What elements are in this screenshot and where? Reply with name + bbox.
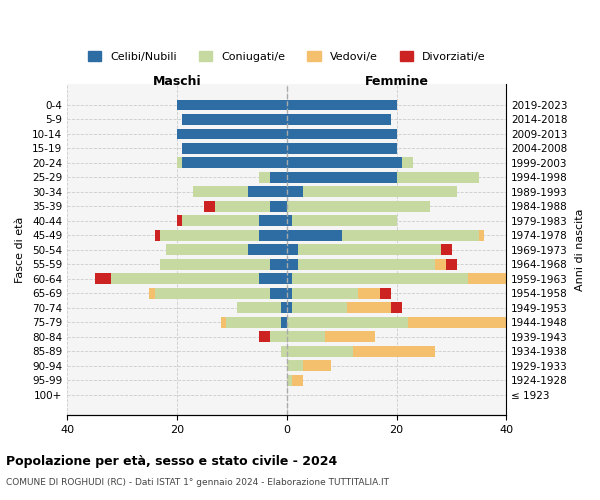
Bar <box>248 244 287 256</box>
Bar <box>402 158 413 168</box>
Bar <box>149 288 155 299</box>
Text: Maschi: Maschi <box>152 74 201 88</box>
Bar <box>325 332 374 342</box>
Bar <box>287 128 397 140</box>
Bar <box>182 216 259 226</box>
Bar <box>292 375 303 386</box>
Bar <box>287 143 397 154</box>
Bar <box>259 216 287 226</box>
Bar <box>182 158 287 168</box>
Bar <box>287 288 292 299</box>
Bar <box>177 100 287 110</box>
Legend: Celibi/Nubili, Coniugati/e, Vedovi/e, Divorziati/e: Celibi/Nubili, Coniugati/e, Vedovi/e, Di… <box>83 47 490 66</box>
Bar <box>205 201 215 212</box>
Bar <box>298 259 435 270</box>
Bar <box>215 201 270 212</box>
Bar <box>160 259 270 270</box>
Bar <box>193 186 248 198</box>
Bar <box>281 346 287 357</box>
Y-axis label: Anni di nascita: Anni di nascita <box>575 208 585 291</box>
Bar <box>440 244 452 256</box>
Bar <box>391 302 402 314</box>
Bar <box>292 216 397 226</box>
Bar <box>270 201 287 212</box>
Bar <box>166 244 248 256</box>
Bar <box>287 375 292 386</box>
Bar <box>298 244 440 256</box>
Bar <box>468 274 506 284</box>
Bar <box>287 100 397 110</box>
Bar <box>248 186 287 198</box>
Bar <box>292 288 358 299</box>
Bar <box>177 128 287 140</box>
Bar <box>270 172 287 183</box>
Bar <box>358 288 380 299</box>
Bar <box>287 317 407 328</box>
Bar <box>155 230 160 241</box>
Bar <box>281 302 287 314</box>
Bar <box>281 317 287 328</box>
Bar <box>380 288 391 299</box>
Bar <box>160 230 259 241</box>
Bar <box>341 230 479 241</box>
Bar <box>111 274 259 284</box>
Bar <box>287 230 341 241</box>
Bar <box>177 158 182 168</box>
Text: Popolazione per età, sesso e stato civile - 2024: Popolazione per età, sesso e stato civil… <box>6 455 337 468</box>
Bar <box>287 114 391 125</box>
Bar <box>259 172 270 183</box>
Bar <box>287 158 402 168</box>
Bar <box>259 332 270 342</box>
Bar <box>287 244 298 256</box>
Bar <box>287 216 292 226</box>
Bar <box>407 317 562 328</box>
Bar <box>177 216 182 226</box>
Bar <box>270 288 287 299</box>
Bar <box>287 172 397 183</box>
Bar <box>95 274 111 284</box>
Bar <box>287 274 292 284</box>
Bar <box>292 302 347 314</box>
Bar <box>287 302 292 314</box>
Bar <box>287 259 298 270</box>
Bar <box>270 259 287 270</box>
Text: Femmine: Femmine <box>365 74 428 88</box>
Bar <box>182 114 287 125</box>
Bar <box>155 288 270 299</box>
Bar <box>182 143 287 154</box>
Text: COMUNE DI ROGHUDI (RC) - Dati ISTAT 1° gennaio 2024 - Elaborazione TUTTITALIA.IT: COMUNE DI ROGHUDI (RC) - Dati ISTAT 1° g… <box>6 478 389 487</box>
Bar <box>303 360 331 372</box>
Bar <box>287 201 430 212</box>
Bar <box>221 317 226 328</box>
Bar <box>397 172 479 183</box>
Y-axis label: Fasce di età: Fasce di età <box>15 216 25 283</box>
Bar <box>287 360 303 372</box>
Bar <box>270 332 287 342</box>
Bar <box>259 230 287 241</box>
Bar <box>238 302 281 314</box>
Bar <box>303 186 457 198</box>
Bar <box>353 346 435 357</box>
Bar <box>479 230 484 241</box>
Bar <box>562 317 572 328</box>
Bar <box>446 259 457 270</box>
Bar <box>226 317 281 328</box>
Bar <box>287 346 353 357</box>
Bar <box>287 186 303 198</box>
Bar <box>435 259 446 270</box>
Bar <box>259 274 287 284</box>
Bar <box>292 274 468 284</box>
Bar <box>347 302 391 314</box>
Bar <box>287 332 325 342</box>
